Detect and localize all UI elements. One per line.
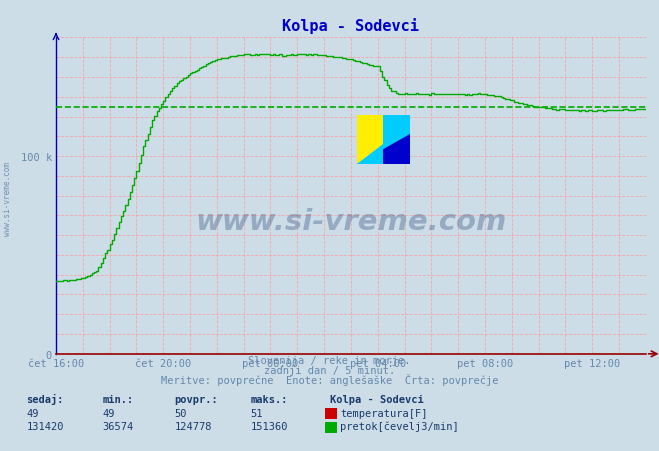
Text: 131420: 131420 [26,421,64,431]
Text: Kolpa - Sodevci: Kolpa - Sodevci [330,394,423,404]
Bar [384,115,410,165]
Bar [357,115,384,165]
Text: min.:: min.: [102,394,133,404]
Text: 51: 51 [250,408,263,418]
Text: temperatura[F]: temperatura[F] [340,408,428,418]
Text: 36574: 36574 [102,421,133,431]
Title: Kolpa - Sodevci: Kolpa - Sodevci [283,18,419,34]
Polygon shape [357,145,384,165]
Text: 151360: 151360 [250,421,288,431]
Text: 124778: 124778 [175,421,212,431]
Text: 49: 49 [26,408,39,418]
Text: www.si-vreme.com: www.si-vreme.com [3,161,13,235]
Text: zadnji dan / 5 minut.: zadnji dan / 5 minut. [264,365,395,375]
Text: www.si-vreme.com: www.si-vreme.com [195,207,507,235]
Text: 50: 50 [175,408,187,418]
Text: Slovenija / reke in morje.: Slovenija / reke in morje. [248,355,411,365]
Text: Meritve: povprečne  Enote: anglešaške  Črta: povprečje: Meritve: povprečne Enote: anglešaške Črt… [161,373,498,385]
Text: povpr.:: povpr.: [175,394,218,404]
Text: sedaj:: sedaj: [26,393,64,404]
Text: 49: 49 [102,408,115,418]
Text: maks.:: maks.: [250,394,288,404]
Polygon shape [357,135,410,165]
Text: pretok[čevelj3/min]: pretok[čevelj3/min] [340,421,459,431]
